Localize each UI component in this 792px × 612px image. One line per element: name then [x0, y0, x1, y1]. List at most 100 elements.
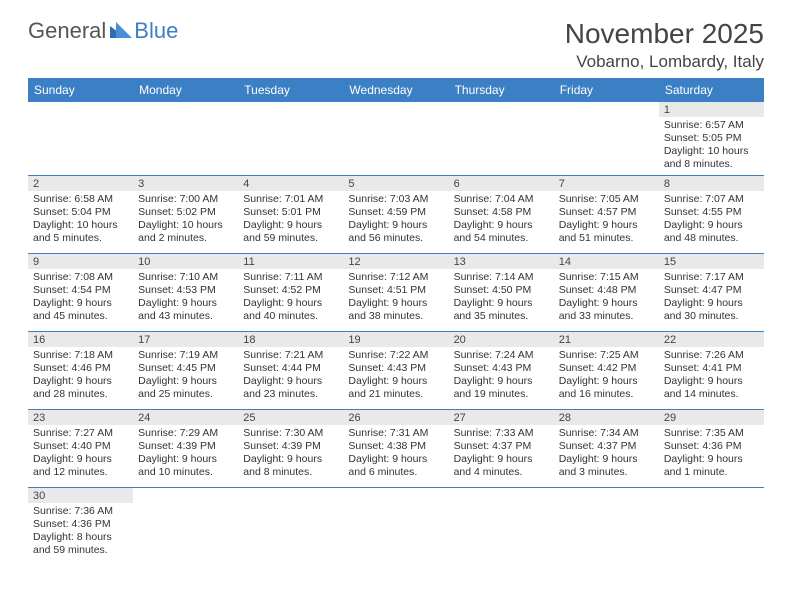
day-details: Sunrise: 7:11 AMSunset: 4:52 PMDaylight:…	[238, 269, 343, 327]
day-details: Sunrise: 7:22 AMSunset: 4:43 PMDaylight:…	[343, 347, 448, 405]
calendar-cell: 11Sunrise: 7:11 AMSunset: 4:52 PMDayligh…	[238, 253, 343, 331]
calendar-cell: 12Sunrise: 7:12 AMSunset: 4:51 PMDayligh…	[343, 253, 448, 331]
day-number: 21	[554, 332, 659, 347]
calendar-cell	[554, 102, 659, 175]
calendar-cell	[28, 102, 133, 175]
calendar-week-row: 1Sunrise: 6:57 AMSunset: 5:05 PMDaylight…	[28, 102, 764, 175]
weekday-header: Thursday	[449, 78, 554, 102]
weekday-header: Monday	[133, 78, 238, 102]
day-number: 27	[449, 410, 554, 425]
day-details: Sunrise: 7:14 AMSunset: 4:50 PMDaylight:…	[449, 269, 554, 327]
calendar-cell: 15Sunrise: 7:17 AMSunset: 4:47 PMDayligh…	[659, 253, 764, 331]
calendar-cell: 9Sunrise: 7:08 AMSunset: 4:54 PMDaylight…	[28, 253, 133, 331]
weekday-header-row: Sunday Monday Tuesday Wednesday Thursday…	[28, 78, 764, 102]
calendar-cell: 14Sunrise: 7:15 AMSunset: 4:48 PMDayligh…	[554, 253, 659, 331]
calendar-cell: 24Sunrise: 7:29 AMSunset: 4:39 PMDayligh…	[133, 409, 238, 487]
calendar-cell	[238, 102, 343, 175]
day-number: 16	[28, 332, 133, 347]
day-number: 30	[28, 488, 133, 503]
day-details: Sunrise: 7:27 AMSunset: 4:40 PMDaylight:…	[28, 425, 133, 483]
day-details: Sunrise: 7:04 AMSunset: 4:58 PMDaylight:…	[449, 191, 554, 249]
day-number: 25	[238, 410, 343, 425]
day-details: Sunrise: 7:33 AMSunset: 4:37 PMDaylight:…	[449, 425, 554, 483]
calendar-cell: 10Sunrise: 7:10 AMSunset: 4:53 PMDayligh…	[133, 253, 238, 331]
day-number: 5	[343, 176, 448, 191]
calendar-cell	[554, 487, 659, 565]
calendar-cell: 26Sunrise: 7:31 AMSunset: 4:38 PMDayligh…	[343, 409, 448, 487]
calendar-cell: 7Sunrise: 7:05 AMSunset: 4:57 PMDaylight…	[554, 175, 659, 253]
calendar-cell: 30Sunrise: 7:36 AMSunset: 4:36 PMDayligh…	[28, 487, 133, 565]
day-details: Sunrise: 7:21 AMSunset: 4:44 PMDaylight:…	[238, 347, 343, 405]
calendar-cell	[238, 487, 343, 565]
title-block: November 2025 Vobarno, Lombardy, Italy	[565, 18, 764, 72]
calendar-cell: 1Sunrise: 6:57 AMSunset: 5:05 PMDaylight…	[659, 102, 764, 175]
calendar-week-row: 16Sunrise: 7:18 AMSunset: 4:46 PMDayligh…	[28, 331, 764, 409]
day-details: Sunrise: 7:31 AMSunset: 4:38 PMDaylight:…	[343, 425, 448, 483]
day-details: Sunrise: 7:30 AMSunset: 4:39 PMDaylight:…	[238, 425, 343, 483]
day-details: Sunrise: 7:05 AMSunset: 4:57 PMDaylight:…	[554, 191, 659, 249]
calendar-cell	[449, 487, 554, 565]
calendar-cell: 13Sunrise: 7:14 AMSunset: 4:50 PMDayligh…	[449, 253, 554, 331]
calendar-cell: 19Sunrise: 7:22 AMSunset: 4:43 PMDayligh…	[343, 331, 448, 409]
calendar-table: Sunday Monday Tuesday Wednesday Thursday…	[28, 78, 764, 565]
calendar-cell: 4Sunrise: 7:01 AMSunset: 5:01 PMDaylight…	[238, 175, 343, 253]
day-number: 22	[659, 332, 764, 347]
location-text: Vobarno, Lombardy, Italy	[565, 52, 764, 72]
calendar-cell: 16Sunrise: 7:18 AMSunset: 4:46 PMDayligh…	[28, 331, 133, 409]
calendar-cell: 22Sunrise: 7:26 AMSunset: 4:41 PMDayligh…	[659, 331, 764, 409]
day-details: Sunrise: 7:08 AMSunset: 4:54 PMDaylight:…	[28, 269, 133, 327]
calendar-cell: 23Sunrise: 7:27 AMSunset: 4:40 PMDayligh…	[28, 409, 133, 487]
calendar-cell: 5Sunrise: 7:03 AMSunset: 4:59 PMDaylight…	[343, 175, 448, 253]
calendar-cell	[659, 487, 764, 565]
calendar-cell	[343, 102, 448, 175]
day-number: 12	[343, 254, 448, 269]
calendar-week-row: 9Sunrise: 7:08 AMSunset: 4:54 PMDaylight…	[28, 253, 764, 331]
day-number: 15	[659, 254, 764, 269]
day-number: 17	[133, 332, 238, 347]
calendar-week-row: 2Sunrise: 6:58 AMSunset: 5:04 PMDaylight…	[28, 175, 764, 253]
day-details: Sunrise: 7:01 AMSunset: 5:01 PMDaylight:…	[238, 191, 343, 249]
day-number: 11	[238, 254, 343, 269]
logo-text-1: General	[28, 18, 106, 44]
day-number: 26	[343, 410, 448, 425]
day-details: Sunrise: 7:03 AMSunset: 4:59 PMDaylight:…	[343, 191, 448, 249]
day-number: 14	[554, 254, 659, 269]
weekday-header: Wednesday	[343, 78, 448, 102]
calendar-body: 1Sunrise: 6:57 AMSunset: 5:05 PMDaylight…	[28, 102, 764, 565]
calendar-cell: 21Sunrise: 7:25 AMSunset: 4:42 PMDayligh…	[554, 331, 659, 409]
day-number: 9	[28, 254, 133, 269]
calendar-cell: 27Sunrise: 7:33 AMSunset: 4:37 PMDayligh…	[449, 409, 554, 487]
calendar-week-row: 30Sunrise: 7:36 AMSunset: 4:36 PMDayligh…	[28, 487, 764, 565]
day-details: Sunrise: 6:57 AMSunset: 5:05 PMDaylight:…	[659, 117, 764, 175]
day-details: Sunrise: 7:29 AMSunset: 4:39 PMDaylight:…	[133, 425, 238, 483]
day-details: Sunrise: 7:12 AMSunset: 4:51 PMDaylight:…	[343, 269, 448, 327]
day-details: Sunrise: 7:18 AMSunset: 4:46 PMDaylight:…	[28, 347, 133, 405]
day-details: Sunrise: 7:17 AMSunset: 4:47 PMDaylight:…	[659, 269, 764, 327]
day-details: Sunrise: 7:25 AMSunset: 4:42 PMDaylight:…	[554, 347, 659, 405]
day-details: Sunrise: 7:24 AMSunset: 4:43 PMDaylight:…	[449, 347, 554, 405]
calendar-cell	[343, 487, 448, 565]
day-number: 4	[238, 176, 343, 191]
calendar-week-row: 23Sunrise: 7:27 AMSunset: 4:40 PMDayligh…	[28, 409, 764, 487]
day-number: 10	[133, 254, 238, 269]
calendar-cell	[133, 487, 238, 565]
day-number: 8	[659, 176, 764, 191]
day-number: 7	[554, 176, 659, 191]
day-number: 18	[238, 332, 343, 347]
day-details: Sunrise: 7:15 AMSunset: 4:48 PMDaylight:…	[554, 269, 659, 327]
day-details: Sunrise: 7:26 AMSunset: 4:41 PMDaylight:…	[659, 347, 764, 405]
calendar-cell: 20Sunrise: 7:24 AMSunset: 4:43 PMDayligh…	[449, 331, 554, 409]
day-number: 2	[28, 176, 133, 191]
day-details: Sunrise: 7:19 AMSunset: 4:45 PMDaylight:…	[133, 347, 238, 405]
calendar-cell: 28Sunrise: 7:34 AMSunset: 4:37 PMDayligh…	[554, 409, 659, 487]
day-details: Sunrise: 7:00 AMSunset: 5:02 PMDaylight:…	[133, 191, 238, 249]
day-number: 24	[133, 410, 238, 425]
calendar-cell	[133, 102, 238, 175]
day-number: 20	[449, 332, 554, 347]
weekday-header: Tuesday	[238, 78, 343, 102]
day-number: 19	[343, 332, 448, 347]
day-details: Sunrise: 6:58 AMSunset: 5:04 PMDaylight:…	[28, 191, 133, 249]
calendar-cell: 17Sunrise: 7:19 AMSunset: 4:45 PMDayligh…	[133, 331, 238, 409]
calendar-cell: 6Sunrise: 7:04 AMSunset: 4:58 PMDaylight…	[449, 175, 554, 253]
day-details: Sunrise: 7:10 AMSunset: 4:53 PMDaylight:…	[133, 269, 238, 327]
